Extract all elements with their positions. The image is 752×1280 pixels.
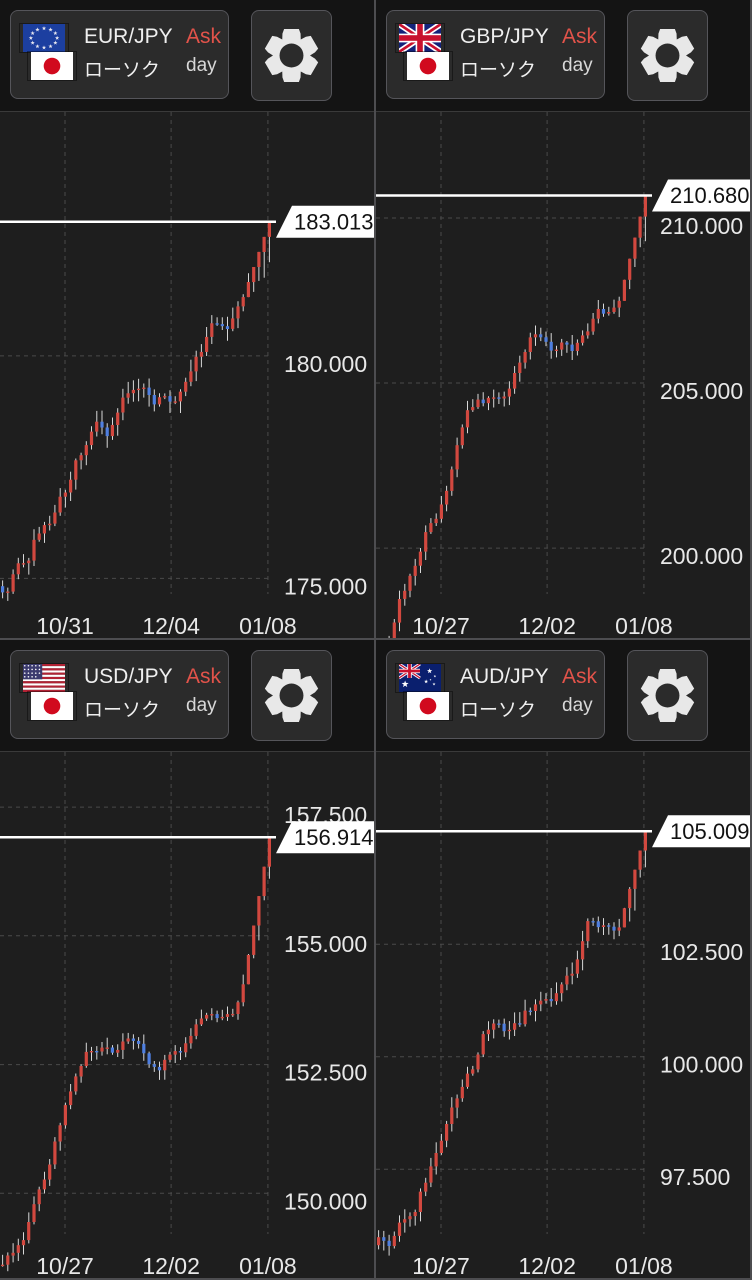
- svg-text:210.000: 210.000: [660, 213, 743, 239]
- svg-text:102.500: 102.500: [660, 939, 743, 965]
- svg-text:12/02: 12/02: [142, 1253, 200, 1279]
- svg-text:210.680: 210.680: [670, 183, 750, 208]
- svg-text:180.000: 180.000: [284, 351, 367, 377]
- svg-text:97.500: 97.500: [660, 1164, 730, 1190]
- svg-text:150.000: 150.000: [284, 1188, 367, 1214]
- svg-text:01/08: 01/08: [615, 1253, 673, 1279]
- svg-text:01/08: 01/08: [239, 613, 297, 639]
- svg-text:10/31: 10/31: [36, 613, 94, 639]
- svg-text:10/27: 10/27: [412, 613, 470, 639]
- svg-text:100.000: 100.000: [660, 1052, 743, 1078]
- svg-text:10/27: 10/27: [412, 1253, 470, 1279]
- svg-text:155.000: 155.000: [284, 931, 367, 957]
- svg-text:175.000: 175.000: [284, 573, 367, 599]
- svg-text:01/08: 01/08: [615, 613, 673, 639]
- svg-text:205.000: 205.000: [660, 378, 743, 404]
- svg-text:12/02: 12/02: [518, 1253, 576, 1279]
- svg-text:12/02: 12/02: [518, 613, 576, 639]
- svg-text:200.000: 200.000: [660, 543, 743, 569]
- svg-text:152.500: 152.500: [284, 1060, 367, 1086]
- svg-text:183.013: 183.013: [294, 209, 374, 234]
- svg-text:01/08: 01/08: [239, 1253, 297, 1279]
- svg-text:12/04: 12/04: [142, 613, 200, 639]
- svg-text:105.009: 105.009: [670, 819, 750, 844]
- svg-text:156.914: 156.914: [294, 825, 374, 850]
- svg-text:10/27: 10/27: [36, 1253, 94, 1279]
